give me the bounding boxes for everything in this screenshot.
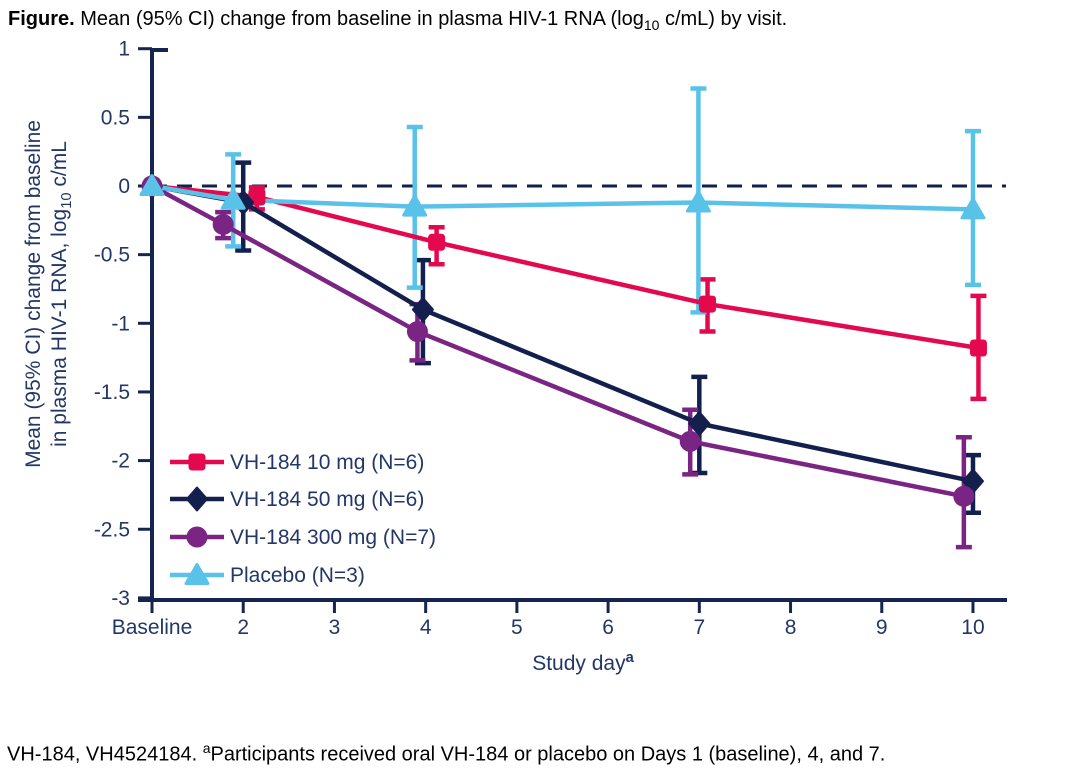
x-tick-label: 9	[876, 616, 888, 639]
y-tick-label: 0.5	[101, 106, 130, 129]
y-tick-label: -2.5	[94, 518, 130, 541]
legend-label-2: VH-184 300 mg (N=7)	[230, 526, 436, 549]
legend-label-0: VH-184 10 mg (N=6)	[230, 451, 424, 474]
legend-label-1: VH-184 50 mg (N=6)	[230, 488, 424, 511]
x-tick-label: 2	[237, 616, 249, 639]
y-tick-label: -1.5	[94, 381, 130, 404]
x-tick-label: 4	[420, 616, 432, 639]
series-2-marker	[679, 430, 701, 452]
series-line-0	[149, 183, 981, 351]
legend-swatch-marker	[188, 453, 206, 471]
footnote-superscript: a	[202, 740, 211, 756]
series-3-marker	[960, 197, 986, 220]
y-tick-label: -1	[111, 312, 130, 335]
y-axis-title-subscript: 10	[59, 192, 76, 209]
x-tick-label: 3	[329, 616, 341, 639]
x-axis-title-text: Study day	[532, 652, 626, 675]
legend-swatch-marker	[184, 563, 210, 585]
series-line-2	[149, 183, 967, 499]
y-axis-title-line2-end: c/mL	[48, 141, 71, 193]
y-axis-title: Mean (95% CI) change from baseline in pla…	[21, 84, 75, 504]
series-0-marker	[428, 233, 446, 251]
x-axis-title-superscript: a	[625, 650, 634, 666]
series-1-marker	[688, 411, 711, 437]
figure-title-text: Mean (95% CI) change from baseline in pl…	[74, 8, 644, 30]
y-tick-label: -0.5	[94, 244, 130, 267]
y-tick-label: 0	[118, 175, 130, 198]
series-line-1	[149, 183, 976, 484]
figure-footnote: VH-184, VH4524184. aParticipants receive…	[7, 740, 885, 767]
figure-title-prefix: Figure.	[8, 8, 75, 30]
series-2-marker	[953, 485, 975, 507]
footnote-text-end: Participants received oral VH-184 or pla…	[210, 743, 886, 766]
footnote-text: VH-184, VH4524184.	[7, 743, 203, 766]
series-3-marker	[139, 174, 165, 196]
x-tick-label: 6	[602, 616, 614, 639]
series-0-marker	[969, 339, 987, 357]
series-line-3	[149, 183, 976, 212]
series-1-marker	[411, 297, 434, 323]
series-3-marker	[402, 194, 428, 217]
y-axis-title-line2: in plasma HIV-1 RNA, log	[48, 208, 71, 447]
legend-swatch-marker	[186, 486, 208, 512]
figure-title: Figure. Mean (95% CI) change from baseli…	[8, 8, 787, 33]
x-tick-label: Baseline	[112, 616, 193, 639]
y-axis-title-line1: Mean (95% CI) change from baseline	[22, 120, 45, 468]
x-axis-title: Study daya	[433, 650, 733, 676]
y-tick-label: -2	[111, 450, 130, 473]
legend-label-3: Placebo (N=3)	[230, 564, 365, 587]
series-2-marker	[406, 321, 428, 343]
series-3-marker	[220, 187, 246, 210]
x-tick-label: 5	[511, 616, 523, 639]
x-tick-label: 10	[961, 616, 984, 639]
y-tick-label: -3	[111, 587, 130, 610]
legend-swatch-marker	[186, 526, 208, 548]
series-0-marker	[699, 295, 717, 313]
x-tick-label: 8	[785, 616, 797, 639]
y-tick-label: 1	[118, 38, 130, 61]
x-tick-label: 7	[693, 616, 705, 639]
series-3-marker	[685, 190, 711, 213]
figure-title-subscript: 10	[643, 17, 660, 33]
figure-title-text-end: c/mL) by visit.	[659, 8, 788, 30]
series-2-marker	[212, 213, 234, 235]
